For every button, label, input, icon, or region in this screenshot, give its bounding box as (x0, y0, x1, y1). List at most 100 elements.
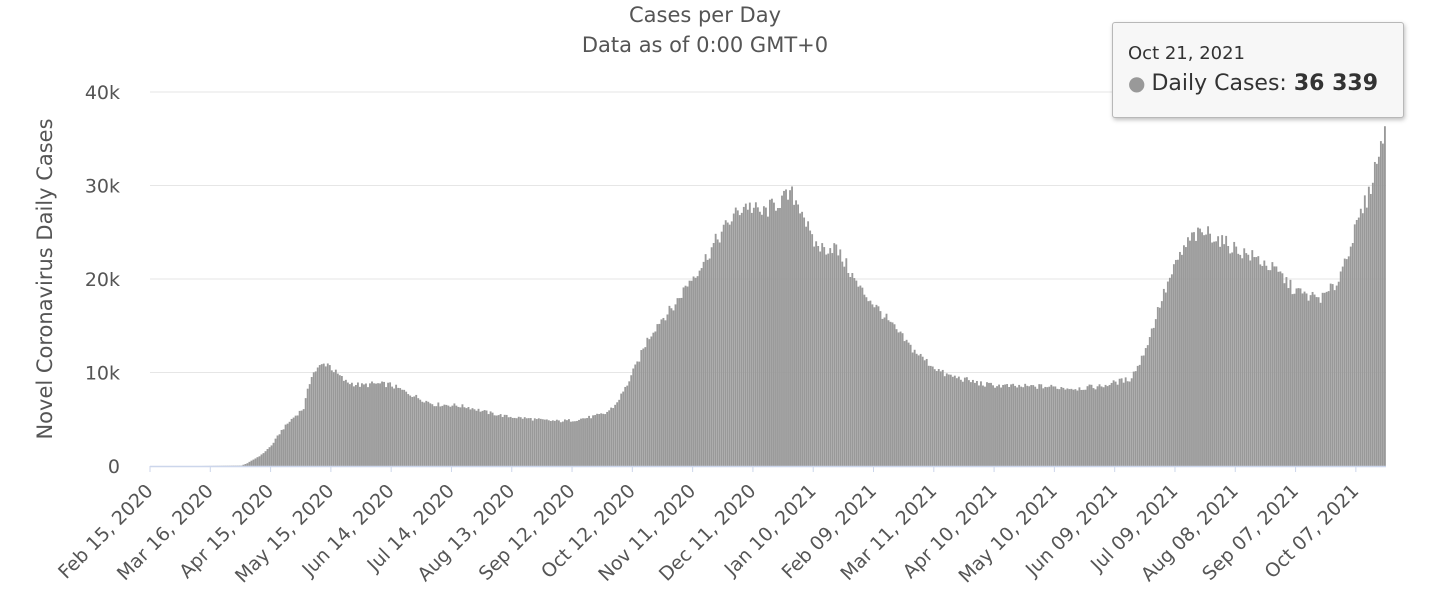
daily-cases-bar[interactable] (732, 213, 735, 466)
daily-cases-bar[interactable] (742, 206, 745, 466)
daily-cases-bar[interactable] (851, 273, 854, 466)
daily-cases-bar[interactable] (507, 417, 510, 466)
daily-cases-bar[interactable] (1287, 288, 1290, 466)
daily-cases-bar[interactable] (403, 389, 406, 466)
daily-cases-bar[interactable] (1032, 385, 1035, 466)
daily-cases-bar[interactable] (1377, 156, 1380, 466)
daily-cases-bar[interactable] (298, 410, 301, 466)
daily-cases-bar[interactable] (421, 401, 424, 466)
daily-cases-bar[interactable] (1251, 250, 1254, 466)
daily-cases-bar[interactable] (564, 419, 566, 466)
daily-cases-bar[interactable] (1261, 265, 1264, 466)
daily-cases-bar[interactable] (1034, 386, 1037, 466)
daily-cases-bar[interactable] (935, 371, 938, 466)
daily-cases-bar[interactable] (1134, 371, 1137, 466)
daily-cases-bar[interactable] (875, 304, 878, 466)
daily-cases-bar[interactable] (461, 404, 464, 466)
daily-cases-bar[interactable] (1347, 256, 1350, 466)
daily-cases-bar[interactable] (1329, 283, 1332, 466)
daily-cases-bar[interactable] (1166, 281, 1169, 466)
daily-cases-bar[interactable] (1359, 208, 1362, 467)
daily-cases-bar[interactable] (986, 382, 988, 466)
daily-cases-bar[interactable] (982, 385, 984, 466)
daily-cases-bar[interactable] (543, 419, 546, 466)
daily-cases-bar[interactable] (469, 409, 472, 466)
daily-cases-bar[interactable] (1257, 256, 1260, 466)
daily-cases-bar[interactable] (1381, 143, 1384, 466)
daily-cases-bar[interactable] (1098, 384, 1101, 466)
daily-cases-bar[interactable] (1174, 259, 1177, 466)
daily-cases-bar[interactable] (773, 202, 775, 466)
daily-cases-bar[interactable] (700, 268, 703, 466)
daily-cases-bar[interactable] (328, 365, 331, 466)
daily-cases-bar[interactable] (821, 243, 824, 466)
daily-cases-bar[interactable] (718, 242, 721, 467)
daily-cases-bar[interactable] (1337, 281, 1340, 466)
daily-cases-bar[interactable] (1367, 186, 1370, 466)
daily-cases-bar[interactable] (1110, 382, 1113, 466)
daily-cases-bar[interactable] (1082, 389, 1085, 466)
daily-cases-bar[interactable] (767, 216, 769, 466)
daily-cases-bar[interactable] (1311, 291, 1314, 466)
daily-cases-bar[interactable] (604, 414, 607, 466)
daily-cases-bar[interactable] (1116, 384, 1119, 466)
daily-cases-bar[interactable] (1185, 247, 1187, 466)
daily-cases-bar[interactable] (879, 311, 882, 466)
daily-cases-bar[interactable] (1172, 264, 1175, 466)
daily-cases-bar[interactable] (855, 280, 858, 466)
daily-cases-bar[interactable] (988, 382, 990, 466)
daily-cases-bar[interactable] (873, 307, 876, 466)
daily-cases-bar[interactable] (797, 204, 799, 466)
daily-cases-bar[interactable] (779, 207, 781, 467)
daily-cases-bar[interactable] (485, 410, 488, 466)
daily-cases-bar[interactable] (549, 420, 552, 466)
daily-cases-bar[interactable] (726, 222, 729, 466)
daily-cases-bar[interactable] (632, 368, 635, 466)
daily-cases-bar[interactable] (929, 365, 932, 466)
daily-cases-bar[interactable] (746, 209, 749, 466)
daily-cases-bar[interactable] (557, 420, 560, 466)
daily-cases-bar[interactable] (1020, 386, 1023, 466)
daily-cases-bar[interactable] (620, 393, 623, 466)
daily-cases-bar[interactable] (481, 410, 484, 466)
daily-cases-bar[interactable] (1128, 381, 1131, 466)
daily-cases-bar[interactable] (1046, 387, 1049, 466)
daily-cases-bar[interactable] (348, 384, 351, 466)
daily-cases-bar[interactable] (367, 387, 369, 466)
daily-cases-bar[interactable] (1120, 378, 1123, 466)
daily-cases-bar[interactable] (1341, 266, 1344, 466)
daily-cases-bar[interactable] (1267, 270, 1270, 466)
daily-cases-bar[interactable] (1243, 248, 1246, 466)
daily-cases-bar[interactable] (654, 331, 657, 466)
daily-cases-bar[interactable] (815, 241, 818, 466)
daily-cases-bar[interactable] (1245, 253, 1248, 466)
daily-cases-bar[interactable] (373, 383, 375, 466)
daily-cases-bar[interactable] (399, 388, 402, 466)
daily-cases-bar[interactable] (439, 406, 442, 466)
daily-cases-bar[interactable] (686, 286, 689, 466)
daily-cases-bar[interactable] (477, 408, 480, 466)
daily-cases-bar[interactable] (1309, 295, 1312, 466)
daily-cases-bar[interactable] (346, 382, 349, 466)
daily-cases-bar[interactable] (672, 310, 675, 466)
daily-cases-bar[interactable] (280, 429, 283, 466)
daily-cases-bar[interactable] (925, 358, 928, 466)
daily-cases-bar[interactable] (789, 190, 791, 466)
daily-cases-bar[interactable] (1078, 387, 1081, 466)
daily-cases-bar[interactable] (582, 418, 584, 466)
daily-cases-bar[interactable] (294, 415, 297, 466)
daily-cases-bar[interactable] (282, 429, 285, 466)
daily-cases-bar[interactable] (342, 380, 345, 466)
daily-cases-bar[interactable] (566, 420, 568, 466)
daily-cases-bar[interactable] (889, 321, 892, 466)
daily-cases-bar[interactable] (387, 382, 390, 466)
daily-cases-bar[interactable] (451, 405, 454, 466)
daily-cases-bar[interactable] (515, 418, 518, 466)
daily-cases-bar[interactable] (1016, 387, 1019, 466)
daily-cases-bar[interactable] (1227, 246, 1230, 466)
daily-cases-bar[interactable] (1281, 273, 1284, 466)
daily-cases-bar[interactable] (1144, 348, 1147, 466)
daily-cases-bar[interactable] (1363, 195, 1366, 467)
daily-cases-bar[interactable] (322, 363, 325, 466)
